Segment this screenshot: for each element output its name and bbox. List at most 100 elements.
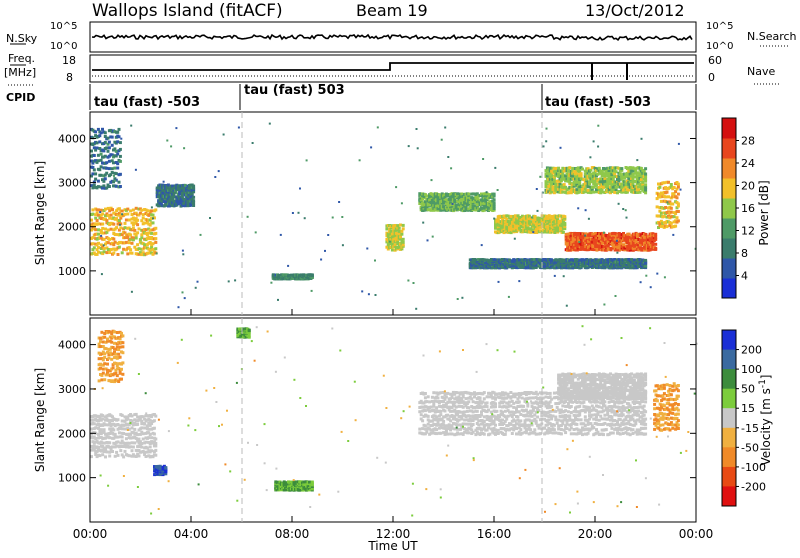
velocity-cell <box>103 362 106 365</box>
power-colorbar-cell <box>722 158 736 179</box>
power-cell <box>677 186 680 189</box>
power-cell <box>107 229 110 232</box>
velocity-cell <box>99 345 102 348</box>
power-cell <box>98 168 101 171</box>
date-label: 13/Oct/2012 <box>585 1 685 20</box>
power-cell <box>183 147 185 149</box>
nsky-tick-low: 10^0 <box>50 41 77 52</box>
power-cell <box>101 223 104 226</box>
power-cell <box>107 150 110 153</box>
power-cell <box>104 155 107 158</box>
power-cell <box>622 243 625 246</box>
velocity-cell <box>116 374 119 377</box>
power-cell <box>111 144 114 147</box>
power-cell <box>672 234 674 236</box>
power-cell <box>192 199 195 202</box>
power-cell <box>178 191 181 194</box>
power-cell <box>654 247 657 250</box>
velocity-cell <box>428 400 431 403</box>
power-cell <box>111 208 114 211</box>
power-cell <box>601 172 604 175</box>
power-cell <box>623 177 626 180</box>
power-cell <box>644 259 647 262</box>
power-cell <box>135 207 138 210</box>
velocity-cell <box>133 428 136 431</box>
power-cell <box>112 252 115 255</box>
velocity-cell <box>102 341 105 344</box>
power-cell <box>113 175 115 177</box>
power-cell <box>304 217 306 219</box>
nsky-trace <box>92 35 692 40</box>
power-cell <box>154 237 157 240</box>
power-cell <box>96 219 99 222</box>
power-cell <box>639 191 642 194</box>
power-cell <box>114 180 116 182</box>
power-cell <box>400 233 403 236</box>
power-cell <box>320 259 322 261</box>
power-cell <box>131 242 134 245</box>
velocity-cell <box>117 440 120 443</box>
power-cell <box>151 206 153 208</box>
nave-tick-low: 0 <box>708 71 715 84</box>
velocity-cell <box>129 445 132 448</box>
power-cell <box>677 210 680 213</box>
power-cell <box>97 159 100 162</box>
power-cell <box>152 217 154 219</box>
power-cell <box>493 201 496 204</box>
power-cell <box>394 243 397 246</box>
power-cell <box>636 159 638 161</box>
power-cell <box>311 273 314 276</box>
power-cell <box>577 207 579 209</box>
power-cell <box>143 243 146 246</box>
power-cell <box>408 145 410 147</box>
power-cell <box>108 217 111 220</box>
power-cell <box>150 209 153 212</box>
power-cell <box>666 191 669 194</box>
power-cell <box>143 222 146 225</box>
power-cell <box>112 223 115 226</box>
power-cell <box>129 209 132 212</box>
power-colorbar <box>722 118 736 299</box>
power-cell <box>670 211 673 214</box>
power-cell <box>149 229 152 232</box>
power-cell <box>361 290 363 292</box>
power-cell <box>192 204 195 207</box>
power-cell <box>575 188 578 191</box>
velocity-cell <box>140 442 143 445</box>
power-cell <box>175 127 177 129</box>
power-cell <box>644 173 647 176</box>
power-colorbar-cell <box>722 138 736 159</box>
velocity-cell <box>424 409 427 412</box>
power-cell <box>603 167 606 170</box>
velocity-cell <box>106 363 109 366</box>
power-cell <box>152 242 155 245</box>
power-cell <box>116 131 119 134</box>
power-cell <box>514 238 516 240</box>
nsearch-tick-low: 10^0 <box>706 41 733 52</box>
power-cell <box>677 193 680 196</box>
velocity-cell <box>432 405 435 408</box>
power-cell <box>396 224 399 227</box>
power-cell <box>570 191 573 194</box>
velocity-cell <box>133 441 136 444</box>
velocity-cell <box>115 451 118 454</box>
power-cell <box>592 191 595 194</box>
velocity-cell <box>143 423 146 426</box>
power-cell <box>401 202 403 204</box>
velocity-cell <box>122 455 125 458</box>
power-cell <box>677 183 680 186</box>
power-cell <box>612 188 615 191</box>
power-cell <box>97 233 100 236</box>
power-colorbar-cell <box>722 218 736 239</box>
power-cell <box>108 141 111 144</box>
velocity-cell <box>98 379 101 382</box>
power-cell <box>629 180 632 183</box>
power-cell <box>666 201 668 203</box>
velocity-cell <box>98 454 101 457</box>
velocity-cell <box>138 438 141 441</box>
power-cell <box>431 179 433 181</box>
power-cell <box>670 207 673 210</box>
velocity-cell <box>150 449 153 452</box>
power-cell <box>561 191 564 194</box>
